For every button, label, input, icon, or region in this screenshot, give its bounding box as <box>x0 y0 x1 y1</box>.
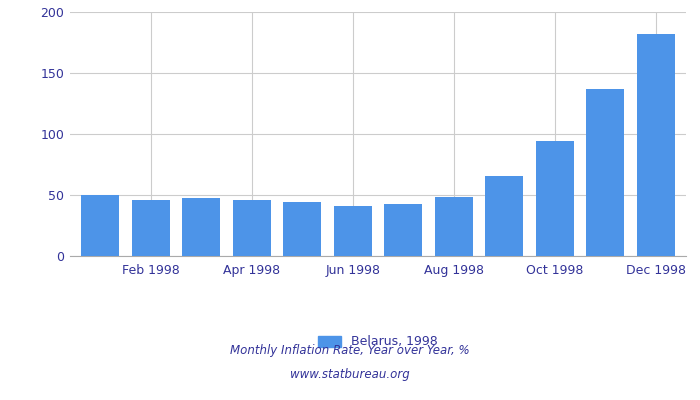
Bar <box>485 176 523 256</box>
Bar <box>132 200 169 256</box>
Bar <box>587 90 624 256</box>
Bar <box>536 141 574 256</box>
Legend: Belarus, 1998: Belarus, 1998 <box>318 336 438 348</box>
Bar <box>81 195 119 256</box>
Text: www.statbureau.org: www.statbureau.org <box>290 368 410 381</box>
Bar <box>384 204 422 256</box>
Bar <box>435 198 472 256</box>
Bar <box>284 202 321 256</box>
Bar <box>637 34 675 256</box>
Text: Monthly Inflation Rate, Year over Year, %: Monthly Inflation Rate, Year over Year, … <box>230 344 470 357</box>
Bar <box>334 206 372 256</box>
Bar <box>233 200 271 256</box>
Bar <box>182 198 220 256</box>
